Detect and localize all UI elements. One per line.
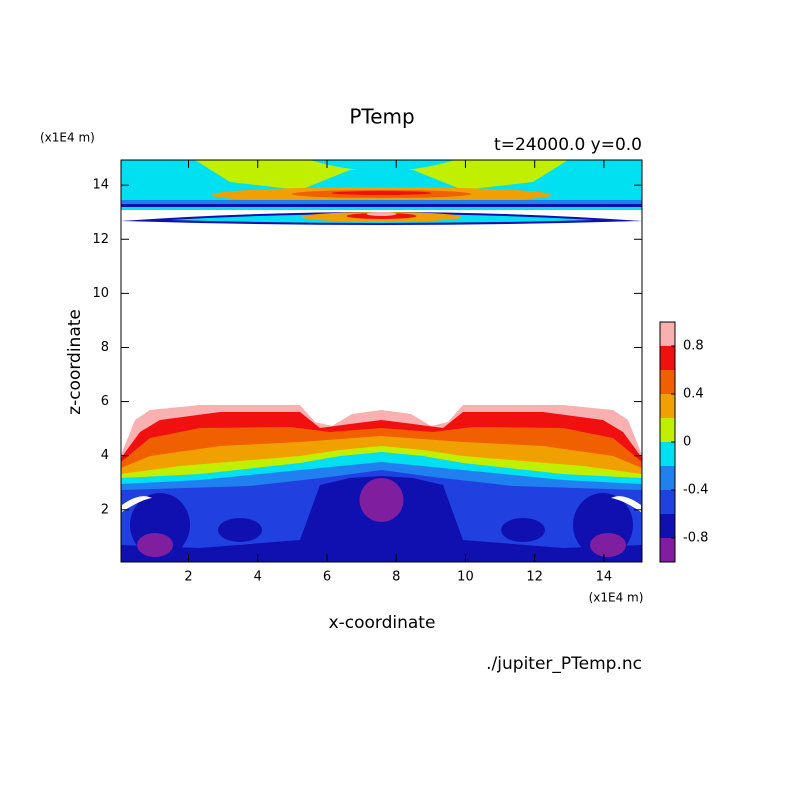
contour-region xyxy=(331,191,432,195)
colorbar-tick-label: -0.8 xyxy=(683,531,708,546)
x-unit: (x1E4 m) xyxy=(589,591,644,605)
colorbar-tick-label: 0 xyxy=(683,435,691,450)
x-tick-label: 10 xyxy=(457,570,474,585)
chart-title: PTemp xyxy=(349,105,414,129)
colorbar-tick-label: 0.8 xyxy=(683,339,704,354)
y-axis-label: z-coordinate xyxy=(65,309,85,415)
colorbar-band xyxy=(660,322,675,346)
colorbar-band xyxy=(660,394,675,418)
contour-region xyxy=(366,212,397,216)
y-unit: (x1E4 m) xyxy=(40,131,95,145)
contour-region xyxy=(611,496,641,512)
x-tick-label: 4 xyxy=(254,570,262,585)
contour-region xyxy=(137,533,173,557)
colorbar-band xyxy=(660,418,675,442)
colorbar-band xyxy=(660,442,675,466)
subtitle: t=24000.0 y=0.0 xyxy=(494,135,642,155)
y-tick-label: 14 xyxy=(92,178,109,193)
contour-region xyxy=(121,160,642,190)
colorbar-band xyxy=(660,490,675,514)
contour-region xyxy=(218,518,262,542)
x-tick-label: 14 xyxy=(596,570,613,585)
x-tick-label: 12 xyxy=(526,570,543,585)
colorbar-band xyxy=(660,538,675,562)
colorbar-band xyxy=(660,466,675,490)
y-tick-label: 4 xyxy=(101,448,109,463)
y-tick-label: 2 xyxy=(101,502,109,517)
colorbar-band xyxy=(660,514,675,538)
contour-region xyxy=(590,533,626,557)
colorbar-band xyxy=(660,346,675,370)
contour-region xyxy=(121,200,642,204)
y-tick-label: 8 xyxy=(101,340,109,355)
contour-region xyxy=(122,496,152,512)
y-tick-label: 10 xyxy=(92,286,109,301)
x-tick-label: 2 xyxy=(184,570,192,585)
plot-frame xyxy=(120,159,643,563)
colorbar-band xyxy=(660,370,675,394)
source-file: ./jupiter_PTemp.nc xyxy=(486,654,642,674)
y-tick-label: 6 xyxy=(101,394,109,409)
x-axis-label: x-coordinate xyxy=(329,613,436,633)
contour-region xyxy=(121,204,642,207)
x-tick-label: 6 xyxy=(323,570,331,585)
x-tick-label: 8 xyxy=(392,570,400,585)
contour-region xyxy=(310,160,455,171)
contour-region xyxy=(501,518,545,542)
contour-region xyxy=(359,478,404,522)
colorbar-tick-label: -0.4 xyxy=(683,483,708,498)
contour-field xyxy=(121,160,642,562)
y-tick-label: 12 xyxy=(92,232,109,247)
colorbar-tick-label: 0.4 xyxy=(683,387,704,402)
